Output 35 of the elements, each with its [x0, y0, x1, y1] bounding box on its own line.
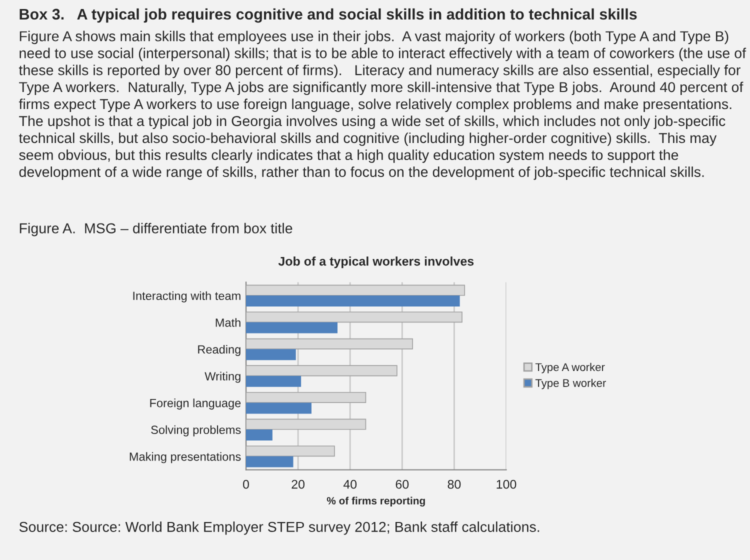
text: Box 3. A typical job requires cognitive and social skills in addition to technical skills	[20, 8, 637, 23]
bar	[246, 365, 398, 376]
bar	[246, 402, 312, 414]
y-tick-label: Solving problems	[151, 425, 241, 436]
y-tick-label: Foreign language	[150, 398, 241, 410]
x-tick-label: 80	[448, 480, 461, 489]
bar	[246, 284, 466, 296]
x-tick-label: 40	[343, 480, 357, 489]
legend-label: Type B worker	[535, 378, 606, 390]
bar	[246, 322, 338, 334]
bar	[246, 338, 413, 350]
y-tick-label: Math	[216, 318, 240, 327]
bar	[246, 456, 294, 468]
chart-title: Job of a typical workers involves	[278, 256, 474, 268]
y-tick-label: Making presentations	[130, 452, 241, 464]
text: Figure A shows main skills that employees use in their jobs. A vast majority of workers (both Type A and Type B) need to use social (interpersonal) skills; that is to be able to interact effectively with a team of coworkers (the use of these skills is reported by over 80 percent of firms). Literacy and numeracy skills are also essential, especially for Type A workers. Naturally, Type A jobs are significantly more skill-intensive that Type B jobs. Around 40 percent of firms expect Type A workers to use foreign language, solve relatively complex problems and make presentations. The upshot is that a typical job in Georgia involves using a wide set of skills, which includes not only job-specific technical skills, but also socio-behavioral skills and cognitive (including higher-order cognitive) skills. This may seem obvious, but this results clearly indicates that a high quality education system needs to support the development of a wide range of skills, rather than to focus on the development of job-specific technical skills.	[18, 30, 746, 180]
bar	[246, 376, 302, 387]
x-axis-title: % of firms reporting	[326, 496, 425, 507]
y-tick-label: Reading	[198, 344, 240, 356]
text: Figure A. MSG – differentiate from box title	[20, 222, 292, 236]
bar	[246, 349, 296, 360]
bar	[246, 429, 272, 441]
bar	[246, 312, 462, 323]
bar	[246, 418, 366, 430]
x-tick-label: 0	[243, 480, 249, 489]
x-tick-label: 100	[496, 480, 516, 489]
y-tick-label: Interacting with team	[133, 291, 240, 302]
x-tick-label: 20	[292, 480, 305, 489]
bar	[246, 295, 460, 307]
y-tick-label: Writing	[204, 372, 240, 383]
bar	[246, 392, 366, 403]
bar	[246, 446, 335, 457]
x-tick-label: 60	[396, 480, 409, 489]
legend-label: Type A worker	[535, 362, 605, 374]
source-note: Source: Source: World Bank Employer STEP survey 2012; Bank staff calculations.	[19, 521, 540, 535]
